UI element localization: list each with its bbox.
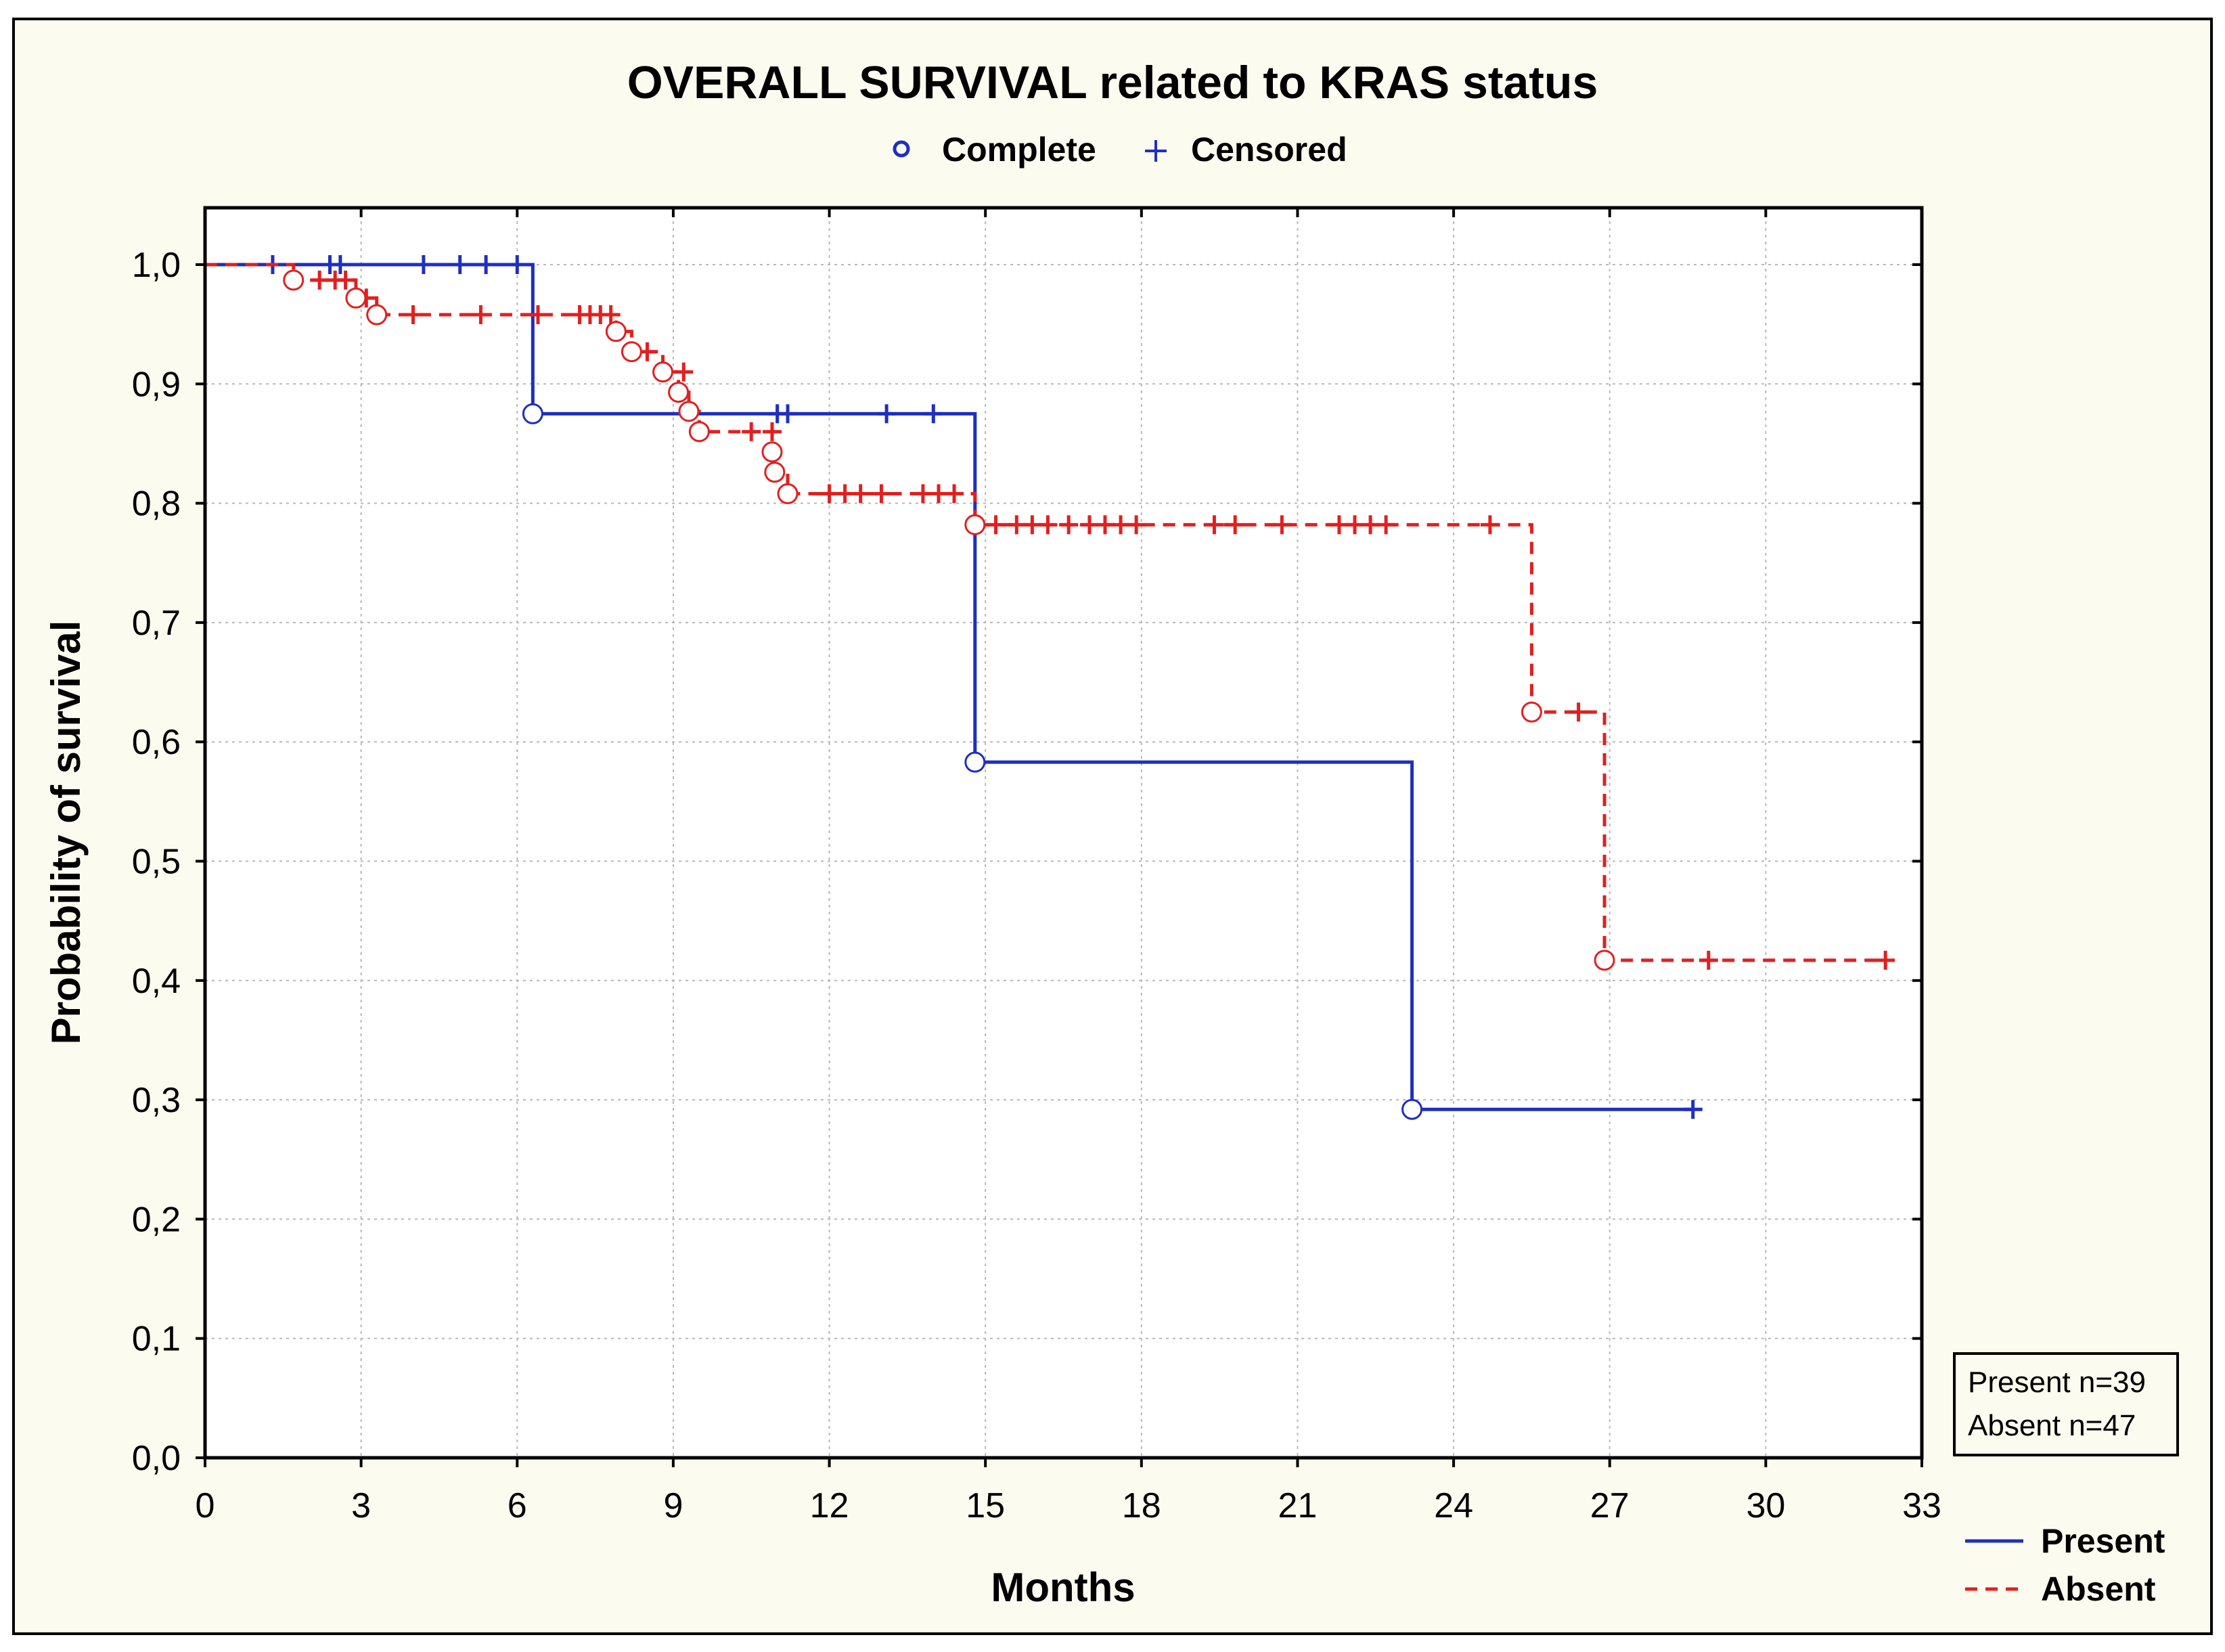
absent-censored-marker — [986, 515, 1006, 535]
present-censored-marker — [1683, 1100, 1703, 1119]
absent-complete-marker — [621, 341, 642, 363]
y-tick-label: 0,0 — [132, 1439, 181, 1478]
absent-censored-marker — [336, 270, 355, 290]
absent-censored-marker — [1205, 515, 1224, 535]
x-tick-label: 33 — [1902, 1486, 1941, 1525]
complete-legend-marker — [893, 140, 910, 158]
present-censored-marker — [450, 255, 470, 274]
x-tick-label: 21 — [1278, 1486, 1318, 1525]
absent-censored-marker — [1059, 515, 1079, 535]
present-censored-marker — [877, 404, 897, 424]
counts-box-frame — [1953, 1352, 2179, 1456]
y-tick-label: 0,2 — [132, 1200, 181, 1239]
absent-complete-marker — [964, 514, 986, 535]
count-absent: Absent n=47 — [1968, 1409, 2136, 1442]
series-layer — [205, 255, 1895, 1120]
series-legend: Present Absent — [1965, 1522, 2165, 1608]
censored-legend-label: Censored — [1191, 131, 1347, 169]
present-complete-marker — [1401, 1098, 1423, 1120]
absent-censored-marker — [872, 484, 891, 504]
present-series — [205, 255, 1703, 1120]
y-tick-label: 0,6 — [132, 723, 181, 762]
y-tick-label: 0,9 — [132, 365, 181, 404]
present-complete-marker — [522, 403, 543, 424]
absent-complete-marker — [777, 483, 799, 504]
y-tick-label: 0,1 — [132, 1320, 181, 1359]
absent-censored-marker — [1376, 515, 1396, 535]
absent-legend-label: Absent — [2041, 1570, 2156, 1608]
absent-censored-marker — [742, 422, 761, 441]
absent-censored-marker — [1272, 515, 1292, 535]
absent-complete-marker — [761, 441, 783, 463]
present-censored-marker — [924, 404, 943, 424]
absent-censored-marker — [601, 305, 621, 325]
absent-censored-marker — [674, 362, 694, 382]
absent-censored-marker — [762, 422, 782, 441]
x-tick-label: 9 — [663, 1486, 683, 1525]
present-censored-marker — [330, 255, 350, 274]
absent-complete-marker — [366, 304, 388, 326]
absent-censored-marker — [1127, 515, 1146, 535]
plot-border — [203, 206, 1924, 1460]
x-tick-label: 30 — [1746, 1486, 1785, 1525]
y-tick-label: 0,5 — [132, 843, 181, 882]
present-censored-marker — [508, 255, 527, 274]
absent-complete-marker — [283, 269, 305, 291]
absent-complete-marker — [652, 361, 674, 383]
y-tick-label: 0,4 — [132, 962, 181, 1001]
absent-censored-marker — [529, 305, 548, 325]
complete-legend-label: Complete — [942, 131, 1096, 169]
x-tick-labels: 0 3 6 9 12 15 18 21 24 27 30 33 — [196, 1486, 1941, 1525]
absent-censored-marker — [1480, 515, 1500, 535]
absent-complete-marker — [605, 321, 627, 342]
present-censored-marker — [778, 404, 798, 424]
counts-box: Present n=39 Absent n=47 — [1953, 1352, 2179, 1456]
y-tick-labels: 0,0 0,1 0,2 0,3 0,4 0,5 0,6 0,7 0,8 0,9 1,0 — [132, 246, 181, 1478]
y-axis-title: Probability of survival — [43, 621, 89, 1045]
count-present: Present n=39 — [1968, 1366, 2146, 1399]
absent-series — [205, 263, 1895, 971]
plot-area — [205, 208, 1922, 1458]
chart-title: OVERALL SURVIVAL related to KRAS status — [627, 57, 1598, 108]
x-tick-label: 12 — [810, 1486, 849, 1525]
absent-complete-marker — [668, 382, 690, 403]
x-tick-label: 24 — [1434, 1486, 1473, 1525]
absent-complete-marker — [678, 401, 700, 422]
y-tick-label: 1,0 — [132, 246, 181, 285]
present-complete-marker — [964, 751, 986, 773]
present-survival-line — [205, 263, 1693, 1111]
absent-censored-marker — [1569, 702, 1588, 722]
present-censored-marker — [413, 255, 433, 274]
absent-complete-marker — [345, 287, 367, 309]
y-tick-label: 0,3 — [132, 1081, 181, 1120]
x-tick-label: 27 — [1590, 1486, 1630, 1525]
x-tick-label: 0 — [196, 1486, 215, 1525]
x-tick-label: 3 — [351, 1486, 371, 1525]
absent-complete-marker — [688, 421, 710, 443]
marker-legend: Complete Censored — [893, 131, 1347, 169]
absent-censored-marker — [1876, 950, 1895, 970]
y-tick-label: 0,8 — [132, 485, 181, 524]
absent-censored-marker — [945, 484, 964, 504]
absent-complete-marker — [764, 462, 786, 483]
censored-legend-marker — [1145, 140, 1167, 162]
absent-censored-marker — [1226, 515, 1245, 535]
present-censored-marker — [476, 255, 496, 274]
absent-censored-marker — [471, 305, 491, 325]
x-tick-label: 15 — [966, 1486, 1005, 1525]
x-tick-label: 18 — [1122, 1486, 1161, 1525]
absent-censored-marker — [403, 305, 423, 325]
absent-censored-marker — [851, 484, 870, 504]
x-axis-title: Months — [991, 1565, 1135, 1610]
x-tick-label: 6 — [508, 1486, 527, 1525]
present-legend-label: Present — [2041, 1522, 2165, 1560]
y-tick-label: 0,7 — [132, 604, 181, 643]
absent-complete-marker — [1594, 950, 1615, 971]
absent-complete-marker — [1521, 701, 1542, 723]
absent-censored-marker — [1038, 515, 1058, 535]
absent-censored-marker — [1699, 950, 1718, 970]
